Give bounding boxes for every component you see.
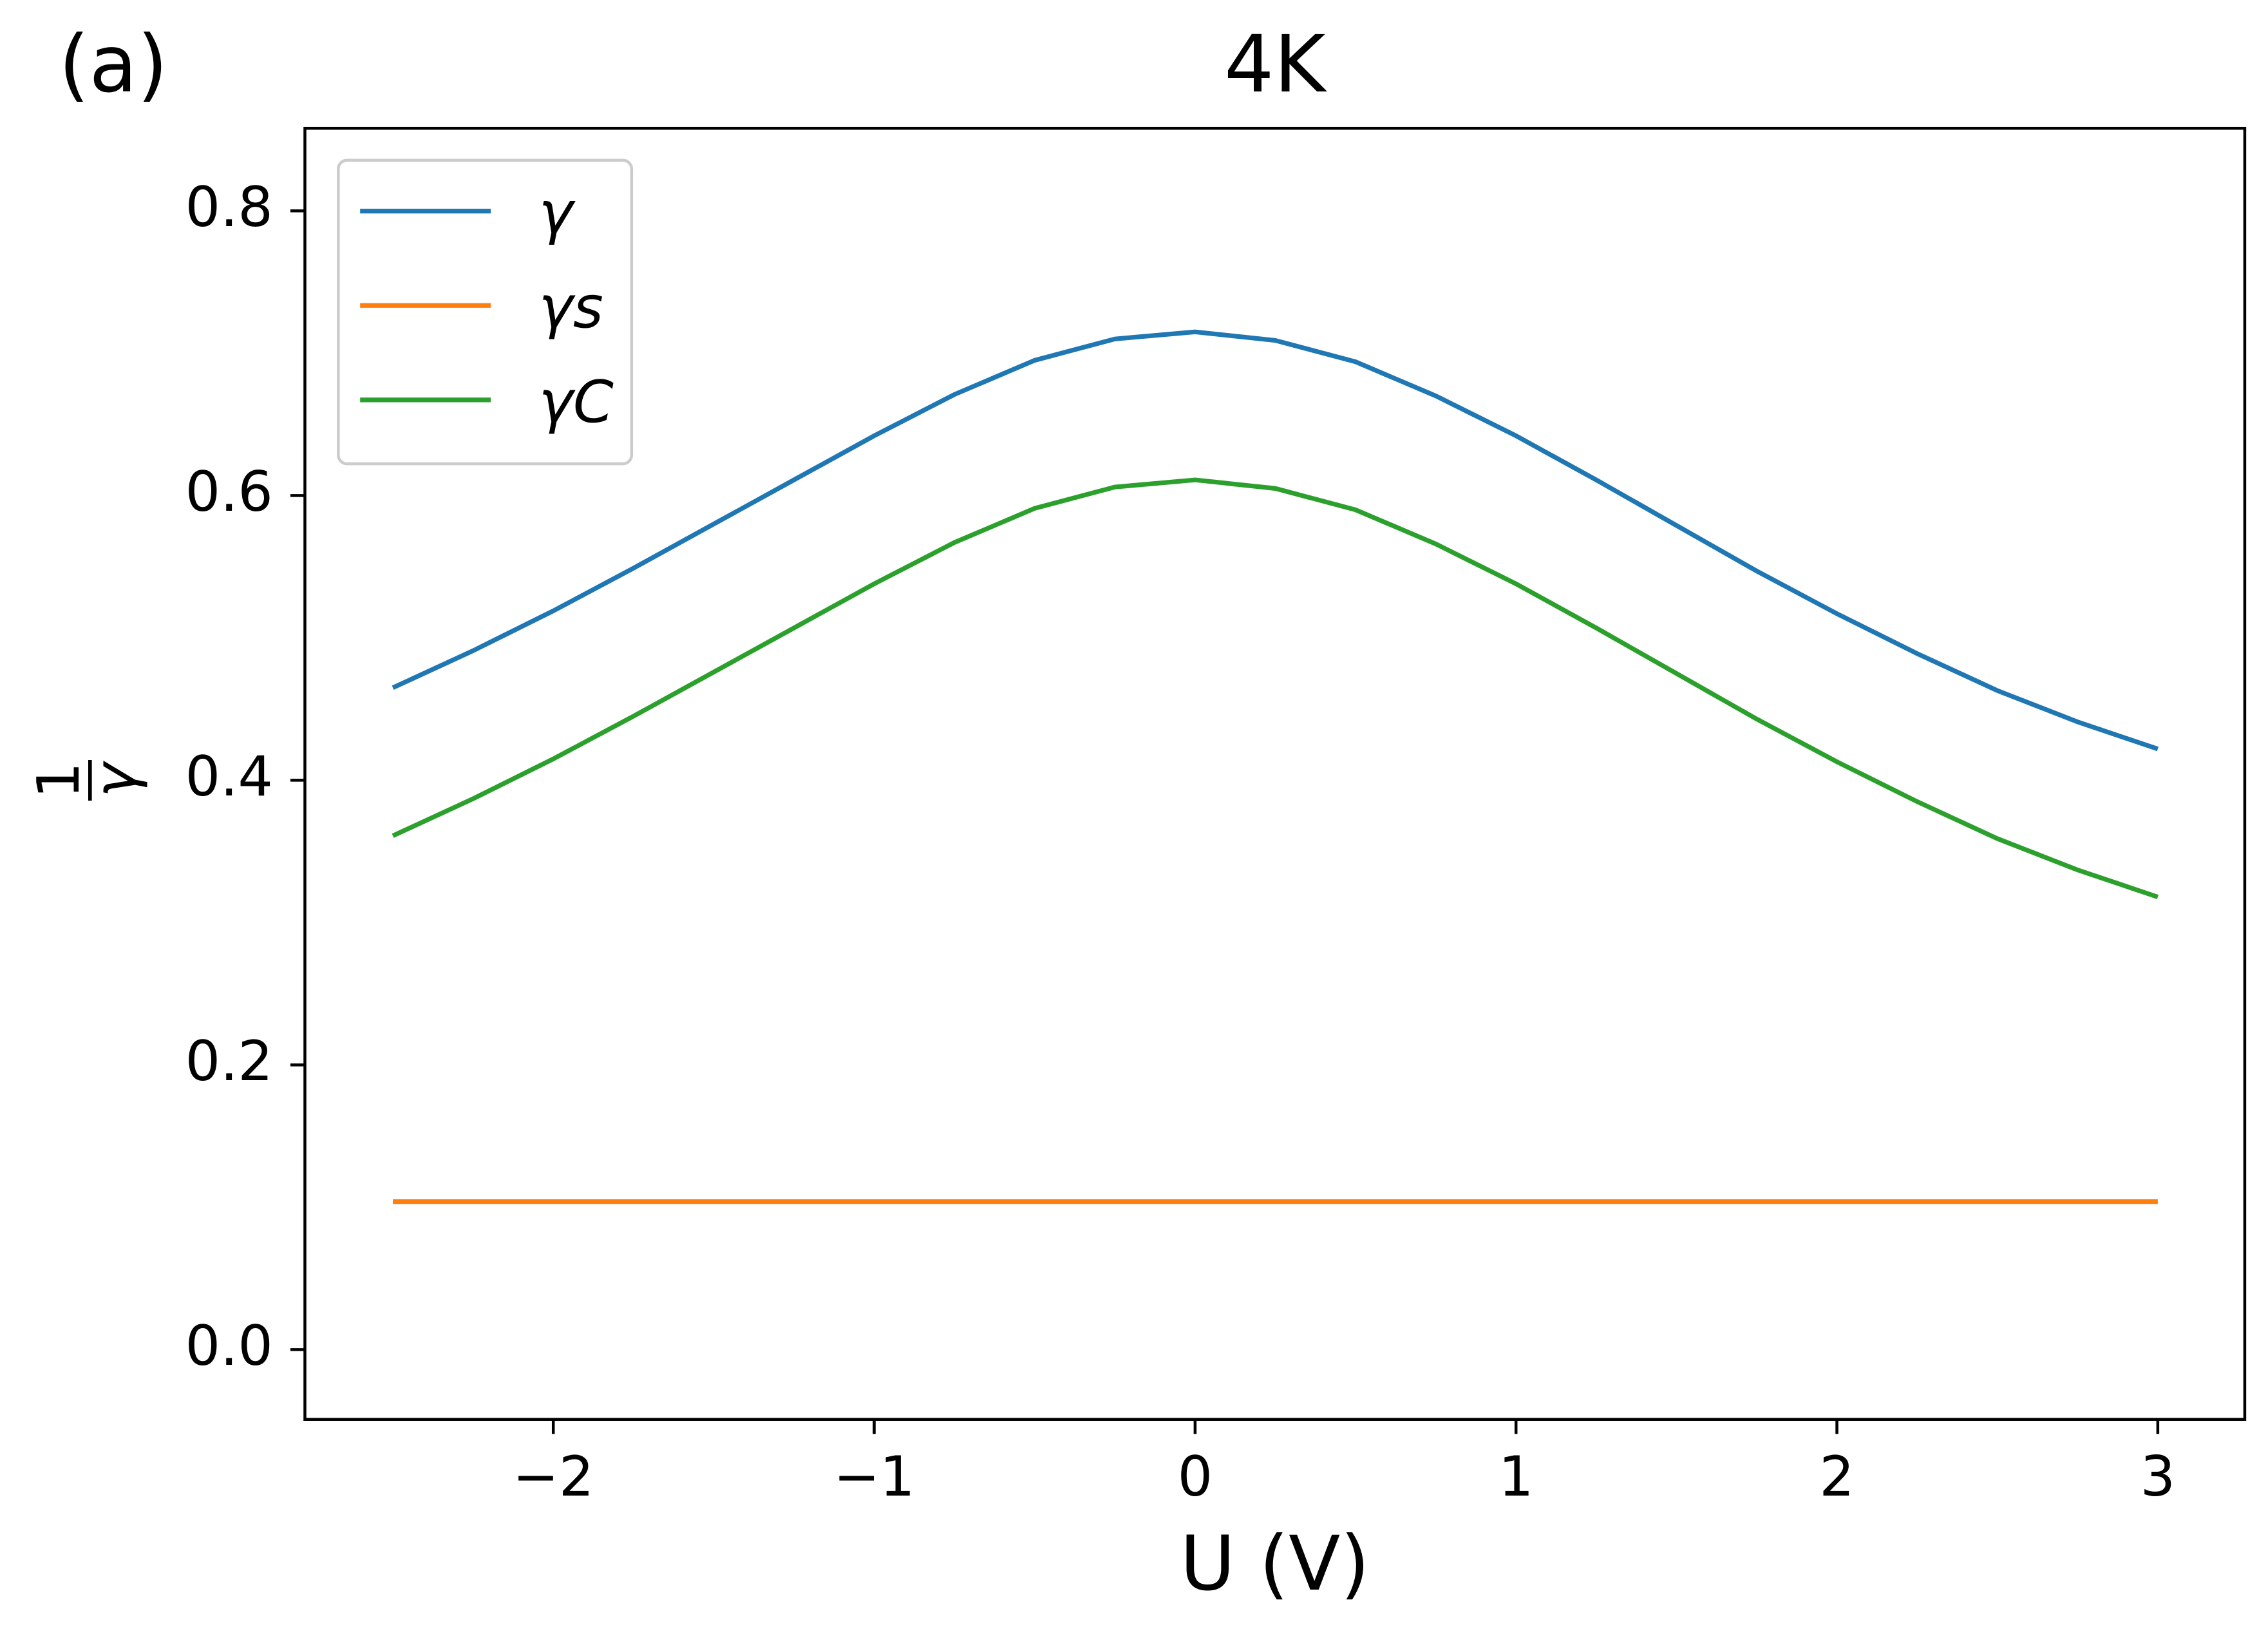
plot-frame (303, 126, 2247, 1421)
data-line (392, 477, 2159, 900)
x-tick-label: 0 (1178, 1445, 1213, 1509)
legend: γ γs γC (337, 158, 634, 466)
y-tick-label: 0.6 (185, 460, 273, 524)
chart-title: 4K (1224, 19, 1327, 110)
legend-label: γ (539, 180, 576, 247)
panel-label: (a) (59, 19, 168, 110)
y-label-numerator: 1 (25, 762, 93, 799)
y-tick-label: 0.8 (185, 175, 273, 240)
legend-label: γs (539, 274, 603, 341)
y-axis-label: 1 γ (25, 760, 149, 801)
legend-box (337, 158, 634, 466)
y-tick-label: 0.0 (185, 1314, 273, 1378)
legend-label: γC (539, 368, 614, 436)
y-label-denominator: γ (82, 760, 149, 797)
x-tick-label: −1 (833, 1445, 914, 1509)
x-axis-label: U (V) (1180, 1519, 1370, 1608)
x-tick-label: −2 (513, 1445, 594, 1509)
y-tick-label: 0.2 (185, 1029, 273, 1094)
x-tick-label: 2 (1819, 1445, 1855, 1509)
x-tick-label: 3 (2140, 1445, 2176, 1509)
x-tick-label: 1 (1498, 1445, 1534, 1509)
y-tick-label: 0.4 (185, 745, 273, 809)
data-line (392, 329, 2159, 752)
